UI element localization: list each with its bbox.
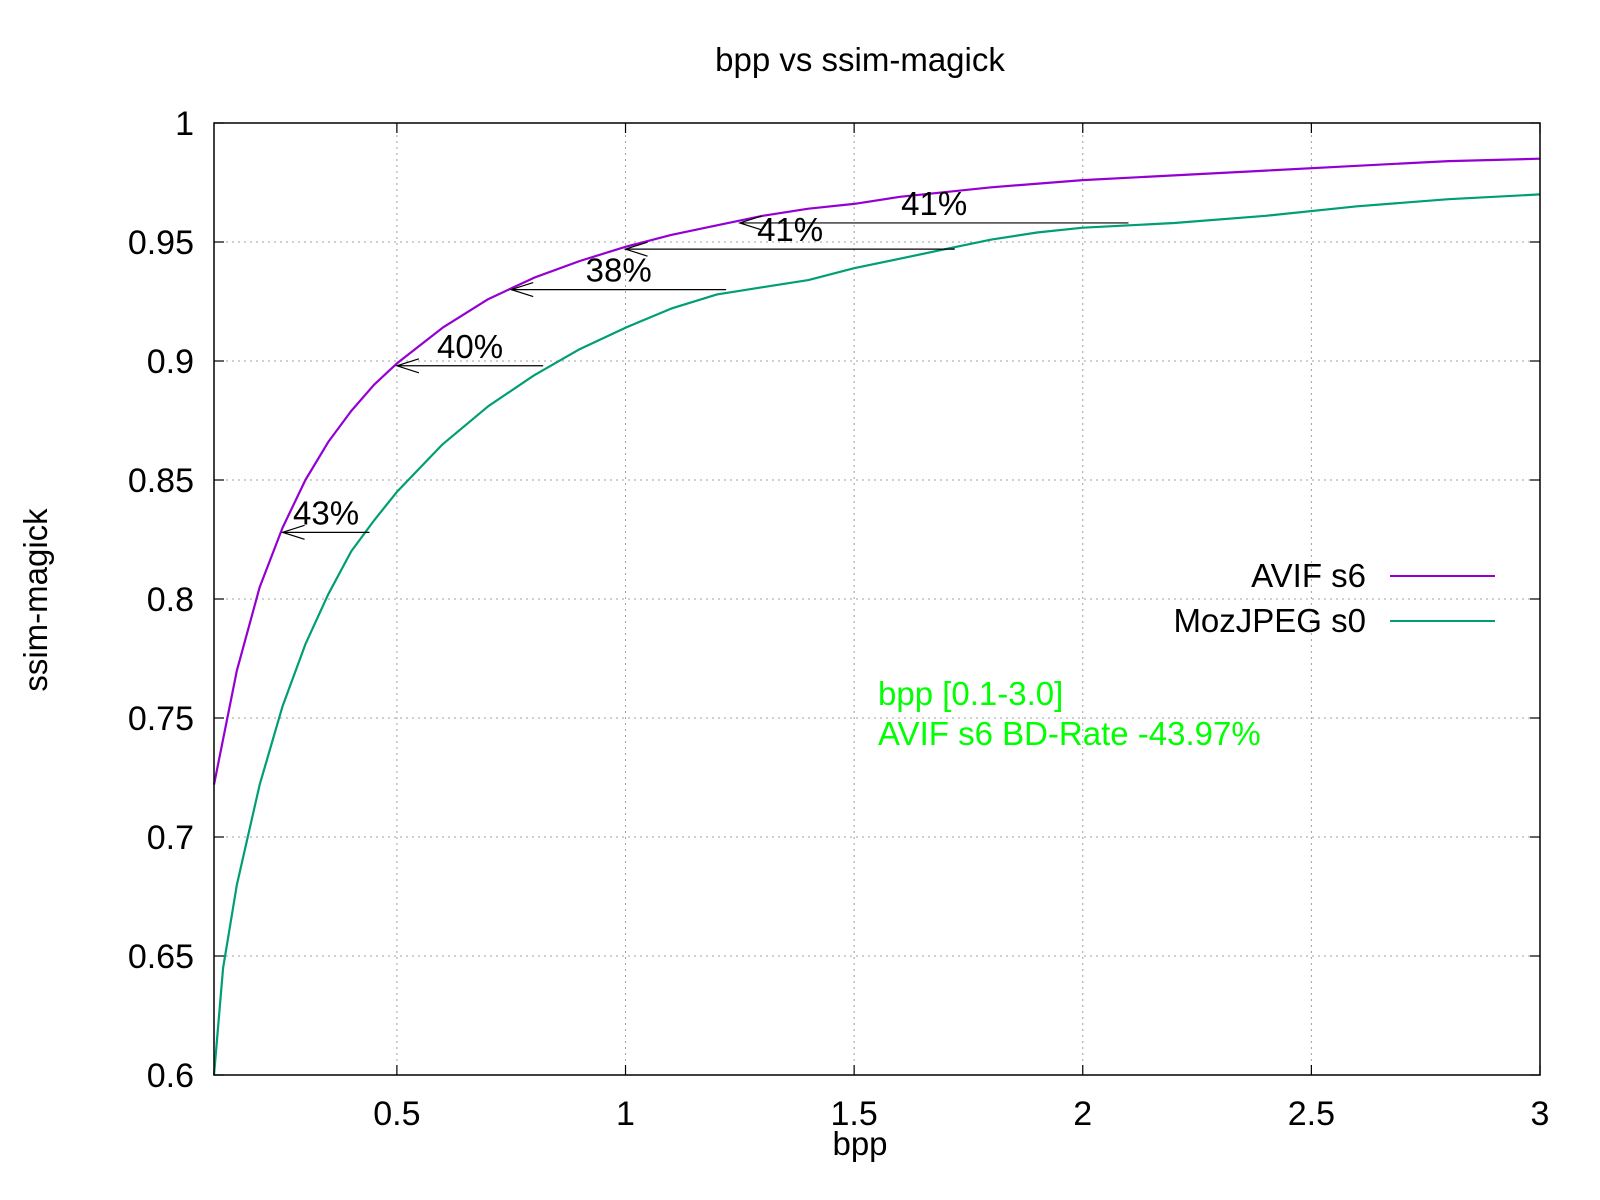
x-tick-label: 3: [1531, 1095, 1550, 1133]
bd-rate-note: AVIF s6 BD-Rate -43.97%: [878, 715, 1261, 752]
y-tick-label: 0.9: [147, 343, 194, 381]
arrow-head: [509, 282, 534, 298]
series-avif-s6-line: [212, 157, 1541, 785]
bd-rate-label: 41%: [757, 211, 823, 248]
bd-rate-label: 38%: [586, 252, 652, 289]
y-axis-title: ssim-magick: [17, 508, 54, 692]
series-mozjpeg-s0-line: [212, 193, 1541, 1076]
legend-label-avif-s6: AVIF s6: [1251, 557, 1366, 594]
y-tick-label: 1: [175, 105, 194, 143]
legend-label-mozjpeg-s0: MozJPEG s0: [1173, 602, 1366, 639]
bd-rate-arrow: 38%: [509, 252, 727, 298]
y-tick-label: 0.65: [128, 938, 194, 976]
x-tick-label: 0.5: [373, 1095, 420, 1133]
bd-rate-arrow: 40%: [394, 328, 544, 374]
bpp-range-note: bpp [0.1-3.0]: [878, 675, 1063, 712]
y-tick-label: 0.75: [128, 700, 194, 738]
x-tick-label: 1: [616, 1095, 635, 1133]
chart-title: bpp vs ssim-magick: [715, 41, 1005, 78]
arrow-head: [394, 358, 420, 374]
bd-rate-arrow: 43%: [280, 494, 370, 540]
y-tick-label: 0.6: [147, 1057, 194, 1095]
bd-rate-label: 41%: [901, 185, 967, 222]
y-tick-label: 0.85: [128, 462, 194, 500]
bd-rate-notes: bpp [0.1-3.0] AVIF s6 BD-Rate -43.97%: [878, 675, 1261, 752]
annotation-layer: 43% 40% 38% 41% 41%: [280, 185, 1129, 540]
bd-rate-arrow: 41%: [623, 211, 955, 257]
tick-layer: [214, 122, 1541, 1076]
x-tick-label: 2: [1073, 1095, 1092, 1133]
arrow-head: [737, 215, 763, 231]
bd-rate-arrow: 41%: [737, 185, 1129, 231]
x-tick-label: 1.5: [831, 1095, 878, 1133]
tick-label-layer: 0.5 1 1.5 2 2.5 3 0.6 0.65 0.7 0.75 0.8 0.85 0.9 0.95…: [128, 105, 1550, 1133]
bd-rate-label: 43%: [293, 494, 359, 531]
x-tick-label: 2.5: [1288, 1095, 1335, 1133]
series-layer: [212, 157, 1541, 1076]
x-axis-title: bpp: [832, 1125, 887, 1162]
y-tick-label: 0.95: [128, 224, 194, 262]
grid: [214, 123, 1540, 1075]
y-tick-label: 0.8: [147, 581, 194, 619]
arrow-head: [280, 524, 305, 540]
legend: AVIF s6 MozJPEG s0: [1173, 557, 1495, 639]
y-tick-label: 0.7: [147, 819, 194, 857]
arrow-head: [623, 241, 648, 257]
bd-rate-label: 40%: [437, 328, 503, 365]
